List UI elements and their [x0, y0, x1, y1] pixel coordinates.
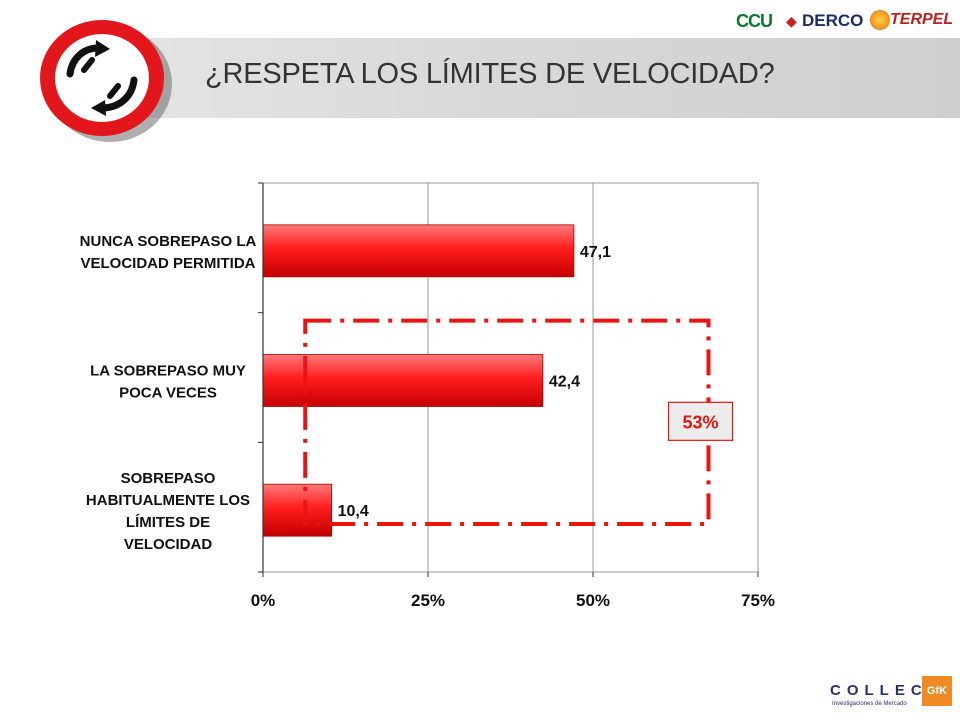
category-label-line: HABITUALMENTE LOS: [86, 492, 250, 509]
page-title: ¿RESPETA LOS LÍMITES DE VELOCIDAD?: [205, 58, 775, 90]
data-label: 42,4: [549, 374, 580, 391]
gfk-logo: GfK: [922, 676, 952, 706]
bar: [262, 354, 544, 407]
category-label: NUNCA SOBREPASO LA VELOCIDAD PERMITIDA: [80, 233, 257, 272]
derco-mark-icon: ◆: [786, 13, 797, 29]
terpel-logo: TERPEL: [890, 11, 954, 28]
sponsor-logos: CCU ◆ DERCO TERPEL: [730, 4, 955, 36]
speed-sign-emblem-icon: [40, 20, 172, 142]
collect-gfk-logo: COLLECT Investigaciones de Mercado GfK: [826, 676, 954, 716]
category-label-line: VELOCIDAD: [124, 536, 213, 553]
terpel-mark-icon: [870, 10, 890, 30]
ccu-logo: CCU: [736, 11, 773, 31]
derco-logo: DERCO: [802, 11, 864, 30]
category-label: SOBREPASO HABITUALMENTE LOS LÍMITES DE VELO…: [86, 470, 250, 553]
collect-logo-word: COLLECT: [830, 682, 943, 699]
category-label-line: LA SOBREPASO MUY: [90, 363, 246, 380]
annotation-box: [303, 318, 711, 526]
title-band: [130, 38, 960, 118]
data-label: 47,1: [580, 244, 611, 261]
category-label-line: POCA VECES: [119, 385, 217, 402]
category-label-line: NUNCA SOBREPASO LA: [80, 233, 257, 250]
category-label: LA SOBREPASO MUY POCA VECES: [90, 363, 246, 402]
category-label-line: VELOCIDAD PERMITIDA: [80, 255, 255, 272]
x-tick-label: 50%: [576, 591, 610, 610]
annotation-label: 53%: [682, 412, 718, 432]
x-tick-label: 0%: [251, 591, 276, 610]
bar: [262, 224, 575, 278]
category-label-line: SOBREPASO: [121, 470, 216, 487]
collect-logo-subtitle: Investigaciones de Mercado: [832, 701, 907, 707]
annotation-label-box: [667, 401, 734, 441]
data-label: 10,4: [338, 503, 369, 520]
x-tick-label: 25%: [411, 591, 445, 610]
category-label-line: LÍMITES DE: [126, 514, 210, 531]
bar: [262, 483, 333, 537]
x-tick-label: 75%: [741, 591, 775, 610]
